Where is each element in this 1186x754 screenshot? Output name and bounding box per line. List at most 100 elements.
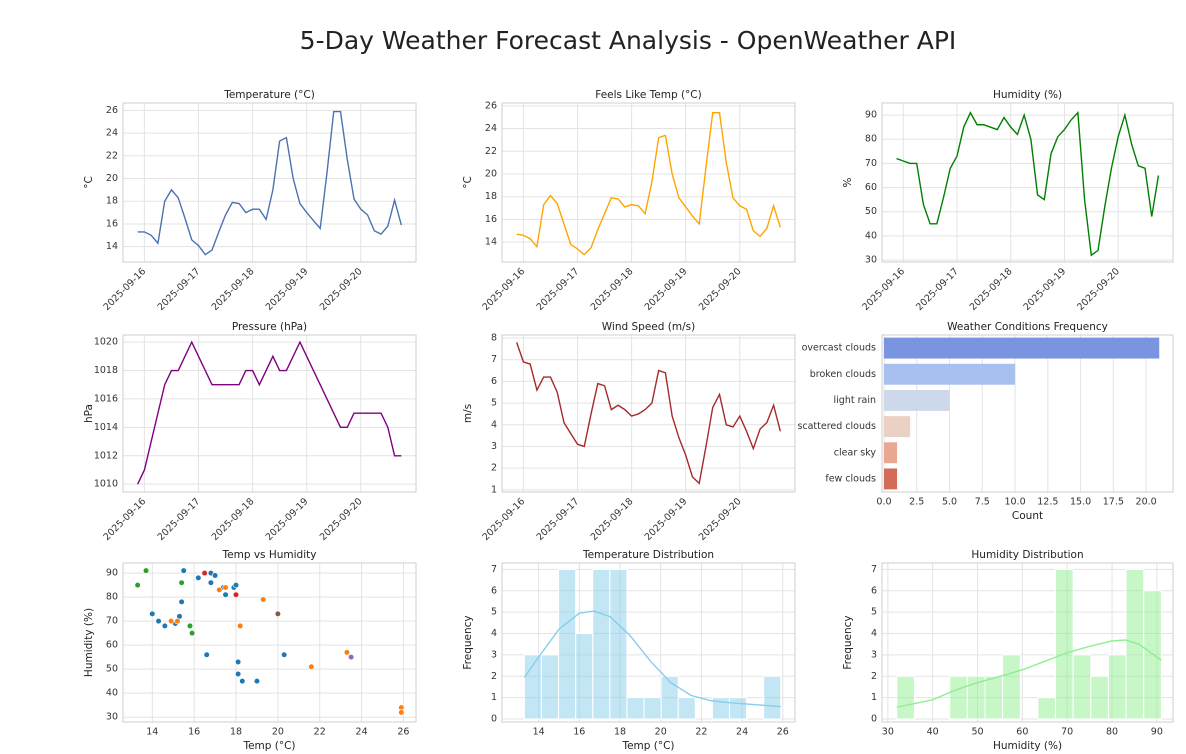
x-tick-label: 26 [397, 727, 409, 738]
y-tick-label: 20 [485, 168, 497, 179]
scatter-point [398, 709, 405, 716]
x-tick-label: 80 [1106, 727, 1118, 738]
plot-area [123, 563, 416, 722]
y-tick-label: 4 [871, 628, 877, 639]
scatter-point [174, 618, 181, 625]
plot-frame [881, 334, 1174, 493]
scatter-point [178, 579, 185, 586]
y-tick-label: 22 [485, 146, 497, 157]
y-tick-label: 26 [485, 100, 497, 111]
plot-frame [501, 102, 796, 263]
y-tick-label: 1 [871, 692, 877, 703]
y-tick-label: 80 [106, 592, 118, 603]
histogram-bar [1002, 654, 1021, 720]
histogram-bar [660, 675, 679, 720]
scatter-point [281, 651, 288, 658]
subplot-title: Feels Like Temp (°C) [595, 89, 701, 101]
x-tick-label: 40 [927, 727, 939, 738]
y-tick-label: 7 [871, 564, 877, 575]
y-axis-label: m/s [462, 404, 474, 423]
plot-frame [122, 102, 417, 263]
subplot-title: Temperature (°C) [223, 89, 315, 101]
x-axis-label: Temp (°C) [621, 740, 674, 752]
scatter-point [201, 569, 208, 577]
y-tick-label: 40 [865, 230, 877, 241]
x-tick-label: 24 [356, 727, 368, 738]
y-tick-label: 7 [491, 354, 497, 365]
y-axis-label: Frequency [462, 615, 474, 669]
histogram-bar [728, 697, 748, 720]
y-tick-label: 1 [491, 484, 497, 495]
histogram-bar [609, 568, 628, 720]
plot-frame [122, 334, 417, 493]
y-axis-label: hPa [83, 404, 95, 423]
x-tick-label: 7.5 [975, 497, 990, 508]
x-tick-label: 26 [777, 727, 789, 738]
y-tick-label: 1010 [94, 479, 118, 490]
histogram-bar [677, 697, 696, 720]
y-tick-label: 14 [485, 237, 497, 248]
y-tick-label: 4 [491, 419, 497, 430]
y-tick-label: 1018 [94, 365, 118, 376]
subplot-title: Humidity (%) [993, 89, 1062, 101]
data-line [137, 110, 403, 256]
x-tick-label: 15.0 [1070, 497, 1091, 508]
histogram-bar [575, 633, 594, 720]
y-tick-label: 40 [106, 688, 118, 699]
x-tick-label: 22 [695, 727, 707, 738]
y-tick-label: 2 [491, 463, 497, 474]
histogram-bar [643, 697, 662, 720]
x-tick-label: 50 [971, 727, 983, 738]
y-tick-label: 70 [865, 158, 877, 169]
kde-line [523, 610, 781, 708]
y-axis-label: Frequency [842, 615, 854, 669]
subplot-title: Pressure (hPa) [232, 321, 307, 333]
y-tick-label: 70 [106, 616, 118, 627]
y-tick-label: 5 [871, 607, 877, 618]
x-tick-label: 30 [882, 727, 894, 738]
y-tick-label: 30 [865, 255, 877, 266]
subplot-title: Humidity Distribution [971, 549, 1083, 561]
scatter-point [253, 678, 261, 685]
subplot-title: Wind Speed (m/s) [602, 321, 695, 333]
y-tick-label: 4 [491, 628, 497, 639]
histogram-bar [558, 568, 577, 720]
scatter-point [222, 584, 229, 591]
histogram-bar [626, 697, 645, 720]
scatter-point [161, 622, 168, 630]
plot-frame [122, 562, 417, 723]
x-tick-label: 17.5 [1103, 497, 1124, 508]
scatter-point [216, 586, 223, 594]
x-axis-label: Temp (°C) [242, 740, 295, 752]
y-tick-label: 24 [106, 128, 118, 139]
scatter-point [343, 649, 351, 656]
scatter-point [188, 630, 196, 637]
bar [883, 363, 1016, 385]
x-tick-label: 5.0 [942, 497, 957, 508]
x-axis-label: Count [1012, 510, 1043, 522]
scatter-point [260, 596, 267, 603]
histogram-bar [896, 675, 915, 720]
plot-frame [501, 334, 796, 493]
y-tick-label: 5 [491, 398, 497, 409]
scatter-point [237, 622, 244, 630]
x-tick-label: 70 [1061, 727, 1073, 738]
histogram-bar [763, 675, 782, 720]
x-tick-label: 16 [188, 727, 200, 738]
x-axis-label: Humidity (%) [993, 740, 1062, 752]
histogram-bar [949, 675, 968, 720]
histogram-bar [1125, 568, 1145, 720]
y-tick-label: 0 [491, 714, 497, 725]
y-tick-label: 1016 [94, 393, 118, 404]
x-tick-label: 18 [230, 727, 242, 738]
x-tick-label: 20.0 [1136, 497, 1157, 508]
y-tick-label: light rain [834, 395, 876, 406]
x-tick-label: 20 [655, 727, 667, 738]
x-tick-label: 20 [272, 727, 284, 738]
histogram-bar [984, 675, 1004, 720]
y-tick-label: 3 [491, 441, 497, 452]
x-tick-label: 14 [533, 727, 545, 738]
plot-area [502, 335, 795, 492]
y-tick-label: 20 [106, 173, 118, 184]
